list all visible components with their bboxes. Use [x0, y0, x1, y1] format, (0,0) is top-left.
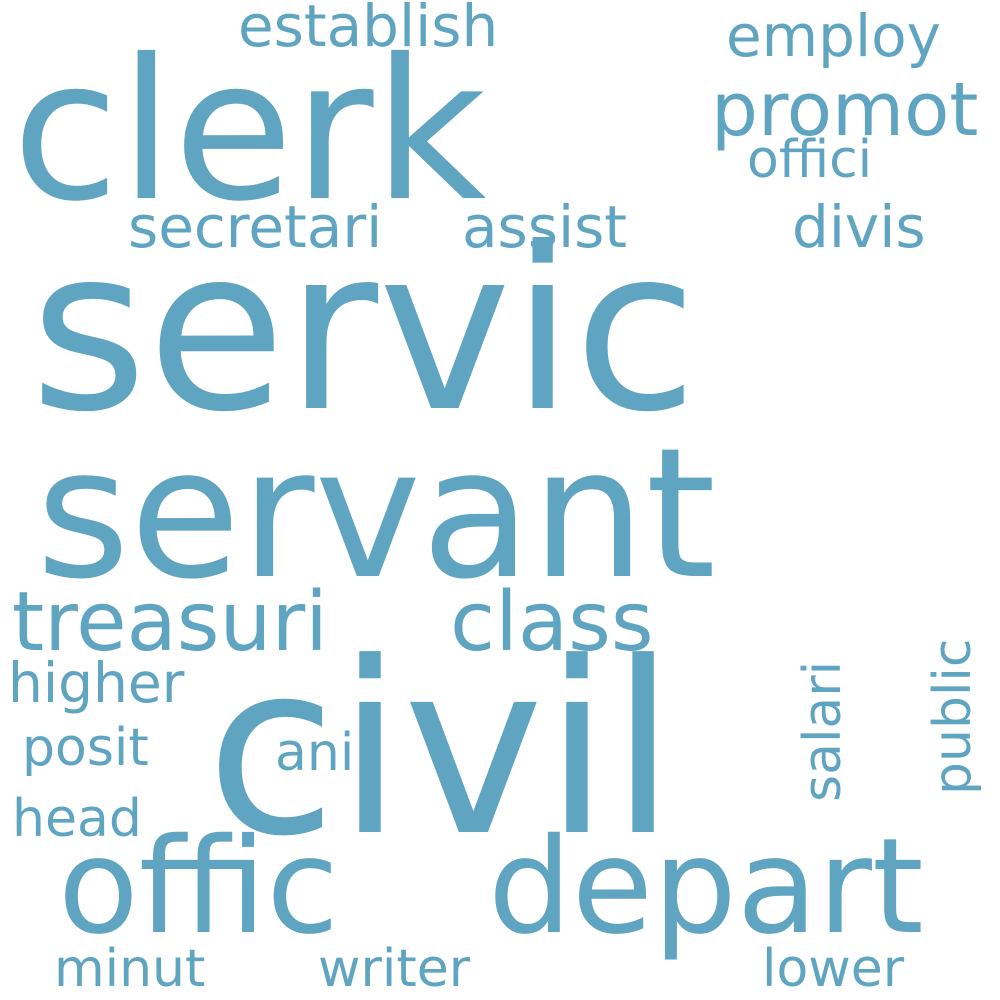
word-treasuri: treasuri — [12, 575, 328, 670]
word-promot: promot — [711, 67, 978, 153]
word-assist: assist — [462, 193, 627, 261]
word-writer: writer — [318, 939, 471, 999]
word-secretari: secretari — [128, 193, 382, 261]
word-offic: offic — [58, 810, 339, 964]
word-class: class — [450, 575, 654, 670]
word-civil: civil — [206, 612, 676, 889]
word-servic: servic — [30, 200, 698, 462]
word-establish: establish — [238, 0, 498, 60]
word-ani: ani — [275, 723, 354, 783]
word-higher: higher — [8, 651, 185, 715]
word-offici: offici — [747, 130, 872, 190]
word-public: public — [923, 639, 983, 795]
word-employ: employ — [726, 2, 941, 70]
word-posit: posit — [22, 718, 149, 778]
word-head: head — [12, 789, 142, 849]
word-minut: minut — [54, 939, 205, 999]
word-depart: depart — [488, 810, 924, 964]
word-divis: divis — [792, 193, 926, 261]
word-salari: salari — [793, 661, 853, 802]
word-clerk: clerk — [12, 17, 487, 244]
word-servant: servant — [36, 410, 716, 619]
word-lower: lower — [762, 939, 905, 999]
